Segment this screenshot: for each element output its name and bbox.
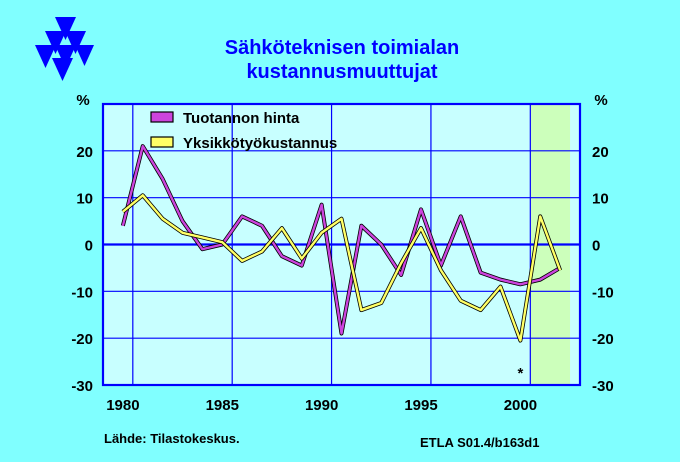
plot-frame [101, 102, 582, 387]
series-lines [120, 144, 563, 343]
y-tick-label-left: -30 [71, 378, 93, 395]
legend-label-yksikkotyokustannus: Yksikkötyökustannus [183, 135, 337, 152]
x-tick-label: 1990 [305, 397, 338, 414]
x-tick-label: 1995 [404, 397, 437, 414]
x-tick-label: 2000 [504, 397, 537, 414]
legend-label-tuotannon-hinta: Tuotannon hinta [183, 110, 300, 127]
forecast-marker: * [517, 365, 523, 382]
source-note: Lähde: Tilastokeskus. [104, 431, 240, 446]
legend-swatch-tuotannon-hinta [150, 111, 174, 123]
y-tick-label-left: -10 [71, 284, 93, 301]
y-unit-left: % [76, 92, 89, 109]
y-tick-label-left: -20 [71, 331, 93, 348]
y-tick-label-left: 20 [76, 144, 93, 161]
y-unit-right: % [594, 92, 607, 109]
legend: Tuotannon hinta Yksikkötyökustannus [150, 110, 337, 152]
y-tick-label-right: -20 [592, 331, 614, 348]
y-tick-label-right: -30 [592, 378, 614, 395]
chart-title-line-1: Sähköteknisen toimialan [225, 37, 460, 59]
y-tick-label-right: 20 [592, 144, 609, 161]
x-tick-label: 1985 [206, 397, 239, 414]
series-line-1 [121, 144, 561, 335]
axis-ticks: 20 20 10 10 0 0 -10 -10 -20 -20 -30 -30 1980 1985 1990… [71, 144, 613, 414]
y-tick-label-left: 0 [85, 238, 93, 255]
legend-swatch-yksikkotyokustannus [150, 136, 174, 148]
chart-title-line-2: kustannusmuuttujat [246, 61, 437, 83]
y-tick-label-right: 0 [592, 238, 600, 255]
series-line-2 [122, 194, 562, 342]
etla-logo-icon [35, 17, 94, 81]
y-tick-label-right: 10 [592, 191, 609, 208]
y-tick-label-left: 10 [76, 191, 93, 208]
x-tick-label: 1980 [106, 397, 139, 414]
y-tick-label-right: -10 [592, 284, 614, 301]
chart-code: ETLA S01.4/b163d1 [420, 435, 539, 450]
